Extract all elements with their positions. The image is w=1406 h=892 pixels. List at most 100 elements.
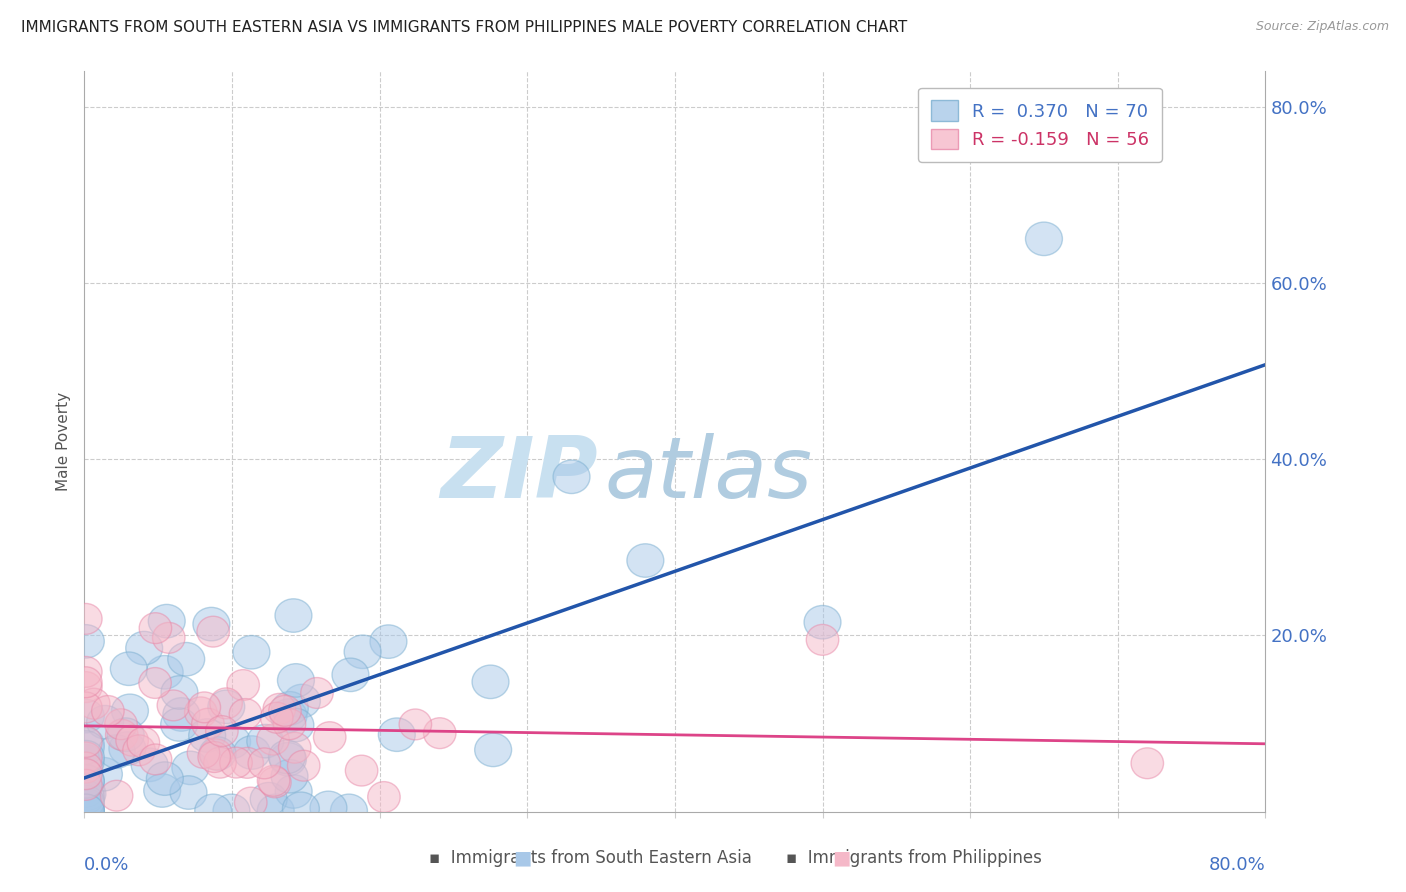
Ellipse shape: [131, 748, 169, 781]
Ellipse shape: [287, 750, 321, 781]
Ellipse shape: [148, 605, 186, 638]
Ellipse shape: [67, 794, 104, 828]
Ellipse shape: [271, 759, 308, 793]
Text: ▪  Immigrants from Philippines: ▪ Immigrants from Philippines: [786, 849, 1042, 867]
Ellipse shape: [100, 780, 134, 811]
Ellipse shape: [86, 757, 122, 791]
Ellipse shape: [160, 707, 198, 741]
Ellipse shape: [110, 652, 148, 685]
Ellipse shape: [283, 792, 319, 825]
Ellipse shape: [271, 691, 308, 725]
Text: 80.0%: 80.0%: [1209, 856, 1265, 874]
Ellipse shape: [231, 747, 263, 779]
Ellipse shape: [247, 724, 284, 758]
Ellipse shape: [167, 642, 205, 676]
Ellipse shape: [143, 773, 180, 807]
Ellipse shape: [146, 656, 183, 689]
Ellipse shape: [67, 624, 104, 658]
Ellipse shape: [193, 607, 229, 640]
Ellipse shape: [330, 794, 367, 828]
Ellipse shape: [67, 699, 104, 733]
Ellipse shape: [69, 667, 103, 698]
Ellipse shape: [139, 744, 172, 775]
Ellipse shape: [98, 735, 135, 768]
Ellipse shape: [269, 740, 305, 773]
Ellipse shape: [172, 751, 209, 785]
Ellipse shape: [370, 625, 406, 658]
Ellipse shape: [806, 624, 839, 656]
Ellipse shape: [226, 670, 260, 700]
Ellipse shape: [314, 722, 346, 753]
Ellipse shape: [1025, 222, 1063, 256]
Ellipse shape: [260, 702, 292, 733]
Ellipse shape: [162, 676, 198, 709]
Ellipse shape: [195, 794, 232, 828]
Ellipse shape: [67, 745, 104, 778]
Ellipse shape: [378, 718, 415, 751]
Text: IMMIGRANTS FROM SOUTH EASTERN ASIA VS IMMIGRANTS FROM PHILIPPINES MALE POVERTY C: IMMIGRANTS FROM SOUTH EASTERN ASIA VS IM…: [21, 20, 907, 35]
Ellipse shape: [259, 767, 291, 797]
Ellipse shape: [107, 718, 145, 751]
Ellipse shape: [67, 728, 104, 761]
Ellipse shape: [219, 747, 252, 778]
Ellipse shape: [67, 785, 104, 819]
Ellipse shape: [122, 735, 155, 765]
Ellipse shape: [69, 742, 103, 772]
Ellipse shape: [332, 658, 368, 691]
Ellipse shape: [139, 667, 172, 698]
Ellipse shape: [301, 678, 333, 708]
Ellipse shape: [197, 616, 229, 647]
Ellipse shape: [278, 732, 311, 764]
Ellipse shape: [67, 794, 104, 828]
Ellipse shape: [69, 752, 103, 783]
Ellipse shape: [368, 781, 401, 813]
Ellipse shape: [163, 698, 200, 731]
Ellipse shape: [346, 756, 378, 786]
Ellipse shape: [69, 770, 103, 800]
Ellipse shape: [105, 720, 138, 750]
Ellipse shape: [214, 725, 250, 758]
Text: ▪  Immigrants from South Eastern Asia: ▪ Immigrants from South Eastern Asia: [429, 849, 752, 867]
Ellipse shape: [276, 775, 312, 808]
Ellipse shape: [191, 708, 224, 739]
Ellipse shape: [204, 747, 236, 778]
Ellipse shape: [69, 657, 103, 688]
Ellipse shape: [157, 690, 190, 721]
Text: ■: ■: [513, 848, 531, 867]
Ellipse shape: [200, 739, 232, 770]
Ellipse shape: [111, 694, 149, 728]
Y-axis label: Male Poverty: Male Poverty: [56, 392, 72, 491]
Ellipse shape: [257, 724, 290, 755]
Ellipse shape: [69, 759, 103, 789]
Ellipse shape: [67, 764, 104, 797]
Ellipse shape: [91, 696, 124, 726]
Ellipse shape: [170, 776, 207, 809]
Ellipse shape: [108, 731, 146, 765]
Ellipse shape: [233, 635, 270, 669]
Ellipse shape: [67, 789, 104, 822]
Ellipse shape: [270, 742, 307, 776]
Text: ZIP: ZIP: [440, 434, 598, 516]
Ellipse shape: [87, 706, 124, 739]
Ellipse shape: [257, 765, 290, 797]
Ellipse shape: [804, 606, 841, 639]
Ellipse shape: [69, 604, 103, 634]
Ellipse shape: [187, 738, 219, 768]
Ellipse shape: [67, 794, 104, 828]
Ellipse shape: [553, 460, 591, 493]
Ellipse shape: [200, 737, 236, 771]
Ellipse shape: [208, 690, 245, 723]
Ellipse shape: [67, 780, 104, 814]
Ellipse shape: [214, 794, 250, 828]
Ellipse shape: [198, 741, 231, 772]
Ellipse shape: [344, 635, 381, 668]
Text: atlas: atlas: [605, 434, 813, 516]
Ellipse shape: [139, 613, 172, 643]
Legend: R =  0.370   N = 70, R = -0.159   N = 56: R = 0.370 N = 70, R = -0.159 N = 56: [918, 87, 1161, 162]
Ellipse shape: [209, 688, 242, 719]
Ellipse shape: [205, 715, 238, 747]
Ellipse shape: [188, 692, 221, 723]
Ellipse shape: [67, 731, 104, 764]
Ellipse shape: [277, 664, 315, 698]
Ellipse shape: [188, 719, 225, 752]
